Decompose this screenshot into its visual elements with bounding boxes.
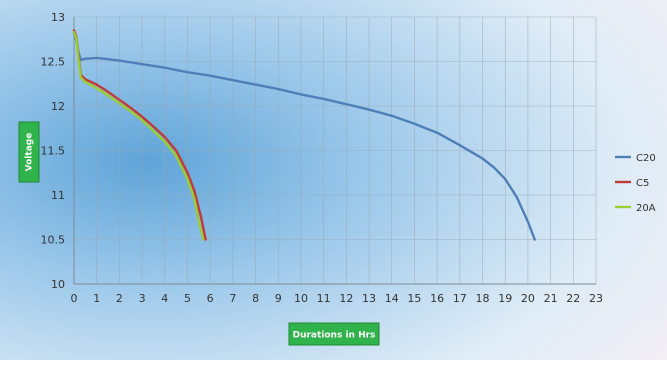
x-tick-label: 15 <box>407 292 421 305</box>
y-tick-label: 10.5 <box>41 234 66 247</box>
y-tick-label: 10 <box>51 278 65 291</box>
x-tick-label: 1 <box>93 292 100 305</box>
x-tick-label: 18 <box>476 292 490 305</box>
x-tick-label: 2 <box>116 292 123 305</box>
x-tick-label: 10 <box>294 292 308 305</box>
y-tick-label: 13 <box>51 11 65 24</box>
x-tick-label: 11 <box>317 292 331 305</box>
x-tick-label: 21 <box>544 292 558 305</box>
x-tick-label: 13 <box>362 292 376 305</box>
y-tick-label: 12.5 <box>41 56 66 69</box>
x-tick-label: 4 <box>161 292 168 305</box>
x-tick-label: 23 <box>589 292 603 305</box>
x-tick-label: 7 <box>229 292 236 305</box>
y-axis-ticks: 10 10.5 11 11.5 12 12.5 13 <box>41 11 66 291</box>
x-tick-label: 3 <box>139 292 146 305</box>
x-tick-label: 16 <box>430 292 444 305</box>
x-tick-label: 0 <box>71 292 78 305</box>
x-tick-label: 6 <box>207 292 214 305</box>
y-axis-label: Voltage <box>18 121 40 183</box>
grid-lines <box>74 16 597 284</box>
x-tick-label: 20 <box>521 292 535 305</box>
x-axis-ticks: 0 1 2 3 4 5 6 7 8 9 10 11 12 13 14 15 16 17 18 19 20 21 22 23 <box>71 292 604 305</box>
x-tick-label: 22 <box>566 292 580 305</box>
y-axis-label-box <box>18 121 40 183</box>
x-axis-label-text: Durations in Hrs <box>293 331 376 341</box>
y-tick-label: 11 <box>51 189 65 202</box>
legend-label-c20: C20 <box>636 153 656 164</box>
x-tick-label: 14 <box>385 292 399 305</box>
axes <box>73 17 596 285</box>
y-tick-label: 12 <box>51 100 65 113</box>
x-tick-label: 17 <box>453 292 467 305</box>
legend-label-c5: C5 <box>636 178 649 189</box>
x-tick-label: 8 <box>252 292 259 305</box>
legend: C20 C5 20A <box>615 153 656 214</box>
y-axis-label-text: Voltage <box>25 133 35 172</box>
x-axis-label: Durations in Hrs <box>288 322 380 346</box>
x-tick-label: 12 <box>339 292 353 305</box>
x-tick-label: 9 <box>275 292 282 305</box>
series-line-20a <box>72 30 205 241</box>
series-line-c20 <box>72 31 536 241</box>
x-axis-label-box <box>288 322 380 346</box>
x-tick-label: 19 <box>498 292 512 305</box>
legend-label-20a: 20A <box>636 203 656 214</box>
x-tick-label: 5 <box>184 292 191 305</box>
series-group <box>72 29 536 241</box>
y-tick-label: 11.5 <box>41 145 66 158</box>
